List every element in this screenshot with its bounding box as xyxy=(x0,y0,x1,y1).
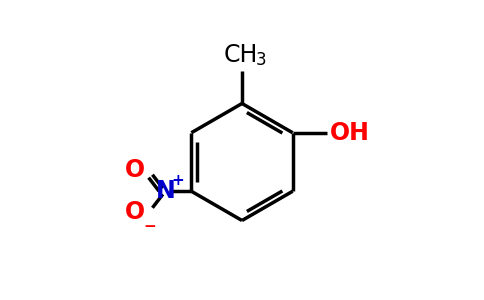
Text: −: − xyxy=(143,219,156,234)
Text: +: + xyxy=(171,173,184,188)
Text: CH: CH xyxy=(223,44,257,68)
Text: O: O xyxy=(125,200,145,224)
Text: OH: OH xyxy=(330,121,369,145)
Text: O: O xyxy=(125,158,145,182)
Text: 3: 3 xyxy=(255,51,266,69)
Text: N: N xyxy=(156,179,176,203)
